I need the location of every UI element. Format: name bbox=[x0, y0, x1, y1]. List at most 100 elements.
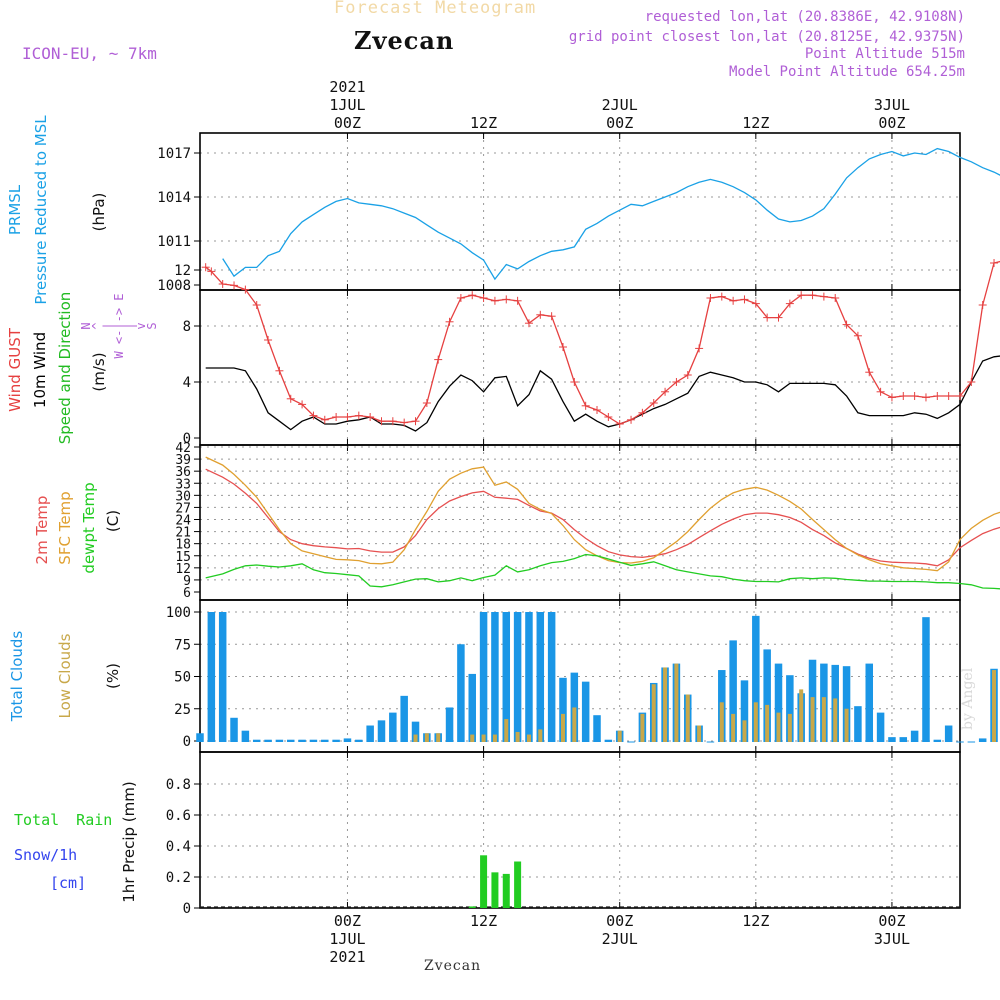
low-cloud-bar bbox=[776, 712, 781, 742]
rain-bar bbox=[480, 855, 488, 908]
temperature-panel-frame bbox=[199, 444, 961, 601]
total-cloud-bar bbox=[944, 725, 953, 742]
point-altitude: Point Altitude 515m bbox=[804, 46, 965, 62]
temperature-ytick-label: 21 bbox=[175, 526, 191, 541]
temperature-ytick-label: 18 bbox=[175, 538, 191, 553]
rain-bar bbox=[468, 906, 476, 908]
precip-ytick-label: 0.4 bbox=[166, 839, 191, 855]
top-time-label: 12Z bbox=[470, 114, 497, 132]
compass-rose: N bbox=[79, 322, 93, 329]
low-cloud-bar bbox=[685, 694, 690, 742]
total-cloud-bar bbox=[389, 712, 397, 742]
wind-unit-label: (m/s) bbox=[90, 352, 108, 391]
wind-gust-line bbox=[205, 260, 1000, 425]
total-cloud-bar bbox=[366, 725, 374, 742]
rain-bar bbox=[514, 861, 522, 908]
total-cloud-bar bbox=[876, 712, 885, 742]
total-cloud-bar bbox=[604, 739, 613, 742]
temperature-ytick-label: 39 bbox=[175, 453, 191, 468]
total-cloud-bar bbox=[525, 612, 533, 742]
temp-2m-line bbox=[205, 468, 1000, 567]
compass-rose: | bbox=[123, 322, 137, 329]
top-time-label: 00Z bbox=[334, 114, 361, 132]
low-cloud-bar bbox=[436, 733, 441, 742]
top-time-label: 1JUL bbox=[329, 96, 365, 114]
clouds-ytick-label: 50 bbox=[174, 670, 191, 686]
snow-unit-label: [cm] bbox=[50, 874, 86, 892]
top-time-label: 12Z bbox=[742, 114, 769, 132]
clouds-ytick-label: 100 bbox=[166, 605, 191, 621]
precip-axis-title: 1hr Precip (mm) bbox=[120, 781, 138, 902]
low-cloud-bar bbox=[651, 684, 656, 742]
total-cloud-bar bbox=[207, 612, 216, 742]
bottom-time-label: 12Z bbox=[470, 912, 497, 930]
temp-sfc-axis-title: SFC Temp bbox=[56, 491, 74, 564]
total-cloud-bar bbox=[400, 695, 408, 742]
wind-ytick-label: 0 bbox=[183, 431, 191, 447]
total-cloud-bar bbox=[513, 612, 522, 742]
cloud-unit-label: (%) bbox=[104, 663, 122, 689]
model-label: ICON-EU, ~ 7km bbox=[22, 44, 157, 63]
low-cloud-bar bbox=[765, 704, 770, 742]
total-cloud-bar bbox=[502, 612, 511, 742]
total-cloud-bar bbox=[445, 707, 454, 742]
total-cloud-bar bbox=[763, 649, 771, 742]
compass-rose: | bbox=[101, 322, 115, 329]
total-cloud-bar bbox=[298, 739, 306, 742]
low-cloud-bar bbox=[515, 731, 520, 742]
clouds-ytick-label: 75 bbox=[174, 637, 191, 653]
pressure-axis-title: Pressure Reduced to MSL bbox=[32, 115, 50, 305]
total-cloud-bar bbox=[740, 680, 749, 742]
low-cloud-axis-title: Low Clouds bbox=[56, 633, 74, 718]
temperature-ytick-label: 24 bbox=[175, 514, 191, 529]
low-cloud-bar bbox=[753, 702, 758, 742]
total-cloud-bar bbox=[547, 612, 556, 742]
bottom-time-label: 00Z bbox=[334, 912, 361, 930]
precip-ytick-label: 0 bbox=[183, 901, 191, 917]
temp-unit-label: (C) bbox=[104, 510, 122, 532]
total-cloud-bar bbox=[581, 681, 590, 742]
requested-coordinates: requested lon,lat (20.8386E, 42.9108N) bbox=[644, 9, 965, 25]
total-cloud-bar bbox=[593, 715, 601, 742]
compass-rose: v bbox=[134, 322, 148, 329]
wind-panel-frame bbox=[199, 289, 961, 446]
temperature-ytick-label: 12 bbox=[175, 562, 191, 577]
total-cloud-bar bbox=[218, 612, 227, 742]
low-cloud-bar bbox=[504, 719, 509, 742]
total-cloud-bar bbox=[286, 739, 295, 742]
low-cloud-bar bbox=[424, 733, 429, 742]
pressure-panel-frame bbox=[199, 132, 961, 291]
wind-ytick-label: 8 bbox=[183, 319, 191, 335]
temperature-ytick-label: 15 bbox=[175, 550, 191, 565]
low-cloud-bar bbox=[787, 713, 792, 742]
low-cloud-bar bbox=[697, 725, 702, 742]
low-cloud-bar bbox=[731, 713, 736, 742]
meteogram-title: Forecast Meteogram bbox=[334, 0, 537, 18]
total-cloud-bar bbox=[275, 739, 284, 742]
total-cloud-bar bbox=[933, 739, 942, 742]
precip-ytick-label: 0.8 bbox=[166, 777, 191, 793]
temp-dewpt-axis-title: dewpt Temp bbox=[80, 482, 98, 573]
temperature-ytick-label: 27 bbox=[175, 501, 191, 516]
total-cloud-bar bbox=[854, 706, 862, 742]
total-cloud-bar bbox=[559, 677, 567, 742]
total-cloud-bar bbox=[264, 739, 272, 742]
wind-gust-axis-title: Wind GUST bbox=[6, 327, 24, 412]
bottom-time-label: 12Z bbox=[742, 912, 769, 930]
low-cloud-bar bbox=[538, 729, 543, 742]
total-cloud-bar bbox=[479, 612, 488, 742]
rain-bar bbox=[502, 873, 510, 908]
precip-ytick-label: 0.6 bbox=[166, 808, 191, 824]
temperature-ytick-label: 9 bbox=[183, 574, 191, 589]
total-cloud-bar bbox=[978, 738, 987, 742]
precip-ytick-label: 0.2 bbox=[166, 870, 191, 886]
temperature-ytick-label: 42 bbox=[175, 441, 191, 456]
low-cloud-bar bbox=[719, 702, 724, 742]
clouds-ytick-label: 0 bbox=[183, 734, 191, 750]
temperature-ytick-label: 6 bbox=[183, 586, 191, 601]
wind-direction-axis-title: Speed and Direction bbox=[56, 292, 74, 445]
pressure-ytick-label: 1014 bbox=[157, 190, 191, 206]
grid-point-coordinates: grid point closest lon,lat (20.8125E, 42… bbox=[568, 29, 965, 45]
temperature-ytick-label: 33 bbox=[175, 477, 191, 492]
